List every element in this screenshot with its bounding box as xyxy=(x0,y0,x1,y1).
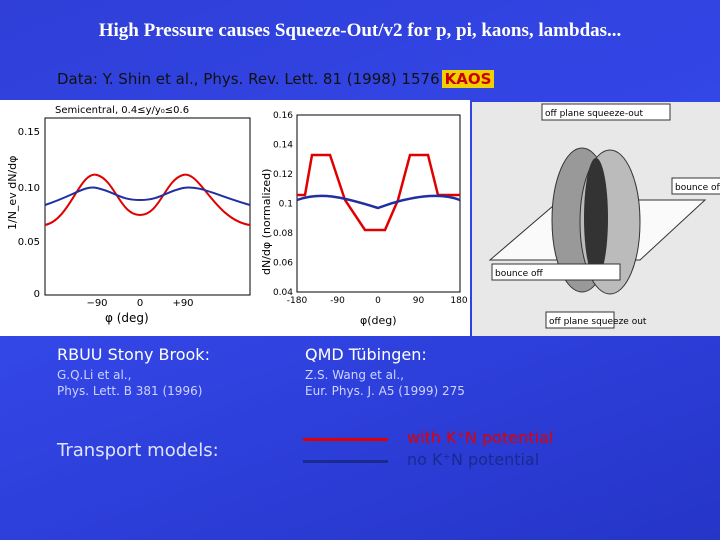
y-tick-label: 0.14 xyxy=(273,141,293,151)
y-axis-label: dN/dφ (normalized) xyxy=(260,169,273,275)
y-tick-label: 0 xyxy=(34,289,40,300)
diagram-label: off plane squeeze-out xyxy=(545,109,643,119)
x-tick-label: -90 xyxy=(330,296,345,306)
x-tick-label: 90 xyxy=(413,296,425,306)
slide-title: High Pressure causes Squeeze-Out/v2 for … xyxy=(98,20,622,41)
plot-header: Semicentral, 0.4≤y/y₀≤0.6 xyxy=(55,105,189,116)
y-tick-label: 0.08 xyxy=(273,229,293,239)
label-box xyxy=(671,177,720,195)
reference-text: Data: Y. Shin et al., Phys. Rev. Lett. 8… xyxy=(57,70,440,88)
legend-label: no K⁺N potential xyxy=(407,450,540,469)
x-axis-label: φ (deg) xyxy=(105,311,149,325)
y-tick-label: 0.10 xyxy=(18,183,40,194)
middle-red-curve xyxy=(297,153,460,232)
label-box xyxy=(545,311,615,329)
label-box xyxy=(541,103,671,121)
model-name: QMD Tübingen: xyxy=(305,345,427,364)
model-journal: Phys. Lett. B 381 (1996) xyxy=(57,384,203,398)
x-axis-label: φ(deg) xyxy=(360,314,397,327)
y-tick-label: 0.1 xyxy=(279,200,293,210)
left-blue-curve xyxy=(44,186,251,206)
legend-line xyxy=(303,460,388,463)
x-tick-label: 0 xyxy=(137,298,143,309)
y-axis-label: 1/N_ev dN/dφ xyxy=(6,156,19,230)
model-authors: Z.S. Wang et al., xyxy=(305,368,404,382)
diagram-label: bounce off xyxy=(495,269,543,279)
model-authors: G.Q.Li et al., xyxy=(57,368,132,382)
y-tick-label: 0.06 xyxy=(273,259,293,269)
legend-line xyxy=(303,438,388,441)
y-tick-label: 0.12 xyxy=(273,170,293,180)
left-axes xyxy=(44,117,251,296)
y-tick-label: 0.05 xyxy=(18,237,40,248)
x-tick-label: -180 xyxy=(287,296,308,306)
left-red-curve xyxy=(44,173,251,226)
diagram-label: bounce off xyxy=(675,183,720,193)
model-name: RBUU Stony Brook: xyxy=(57,345,210,364)
x-tick-label: +90 xyxy=(172,298,193,309)
middle-blue-curve xyxy=(296,194,461,210)
left-panel xyxy=(0,100,262,336)
x-tick-label: −90 xyxy=(86,298,107,309)
logo: KAOS xyxy=(441,70,495,88)
y-tick-label: 0.16 xyxy=(273,111,293,121)
figures: Semicentral, 0.4≤y/y₀≤0.6 1/N_ev dN/dφ φ (… xyxy=(0,100,720,336)
legend-title: Transport models: xyxy=(57,440,219,461)
middle-axes xyxy=(296,114,461,293)
legend-label: with K⁺N potential xyxy=(407,428,554,447)
x-tick-label: 180 xyxy=(450,296,467,306)
y-tick-label: 0.04 xyxy=(273,288,293,298)
model-journal: Eur. Phys. J. A5 (1999) 275 xyxy=(305,384,465,398)
label-box xyxy=(491,263,621,281)
x-tick-label: 0 xyxy=(375,296,381,306)
core xyxy=(584,158,608,278)
y-tick-label: 0.15 xyxy=(18,127,40,138)
diagram-label: off plane squeeze out xyxy=(549,317,647,327)
reference: Data: Y. Shin et al., Phys. Rev. Lett. 8… xyxy=(57,70,495,88)
